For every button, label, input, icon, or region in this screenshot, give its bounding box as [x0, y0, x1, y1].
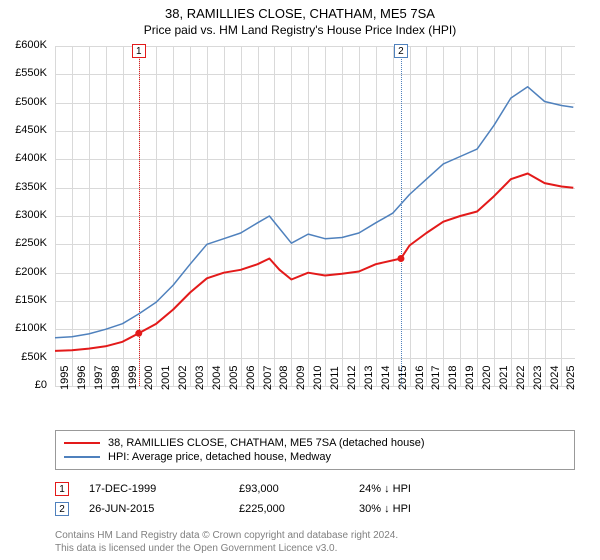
y-tick-label: £600K [0, 39, 47, 51]
y-tick-label: £200K [0, 266, 47, 278]
sale-delta: 30% ↓ HPI [359, 503, 411, 515]
legend: 38, RAMILLIES CLOSE, CHATHAM, ME5 7SA (d… [55, 430, 575, 470]
legend-swatch [64, 442, 100, 444]
y-tick-label: £300K [0, 209, 47, 221]
footnote-line: This data is licensed under the Open Gov… [55, 542, 575, 555]
y-tick-label: £400K [0, 152, 47, 164]
legend-row: HPI: Average price, detached house, Medw… [64, 451, 566, 463]
series-line [55, 87, 573, 338]
y-tick-label: £100K [0, 322, 47, 334]
y-tick-label: £150K [0, 294, 47, 306]
sale-row: 2 26-JUN-2015 £225,000 30% ↓ HPI [55, 502, 575, 516]
sale-marker-box: 2 [55, 502, 69, 516]
y-tick-label: £550K [0, 67, 47, 79]
sale-delta: 24% ↓ HPI [359, 483, 411, 495]
sale-date: 26-JUN-2015 [89, 503, 219, 515]
y-tick-label: £50K [0, 351, 47, 363]
sales-table: 1 17-DEC-1999 £93,000 24% ↓ HPI 2 26-JUN-2015… [55, 476, 575, 522]
y-tick-label: £350K [0, 181, 47, 193]
sale-date: 17-DEC-1999 [89, 483, 219, 495]
y-tick-label: £500K [0, 96, 47, 108]
footnote: Contains HM Land Registry data © Crown c… [55, 529, 575, 555]
price-chart: £0£50K£100K£150K£200K£250K£300K£350K£400… [55, 46, 575, 386]
sale-price: £93,000 [239, 483, 339, 495]
sale-row: 1 17-DEC-1999 £93,000 24% ↓ HPI [55, 482, 575, 496]
y-tick-label: £0 [0, 379, 47, 391]
sale-marker-box: 1 [55, 482, 69, 496]
y-tick-label: £450K [0, 124, 47, 136]
sale-price: £225,000 [239, 503, 339, 515]
sale-point-dot [397, 255, 404, 262]
footnote-line: Contains HM Land Registry data © Crown c… [55, 529, 575, 542]
legend-row: 38, RAMILLIES CLOSE, CHATHAM, ME5 7SA (d… [64, 437, 566, 449]
page-subtitle: Price paid vs. HM Land Registry's House … [0, 23, 600, 37]
y-tick-label: £250K [0, 237, 47, 249]
sale-point-dot [135, 330, 142, 337]
legend-swatch [64, 456, 100, 458]
legend-label: HPI: Average price, detached house, Medw… [108, 451, 331, 463]
page-title: 38, RAMILLIES CLOSE, CHATHAM, ME5 7SA [0, 6, 600, 21]
legend-label: 38, RAMILLIES CLOSE, CHATHAM, ME5 7SA (d… [108, 437, 425, 449]
series-line [55, 174, 573, 351]
